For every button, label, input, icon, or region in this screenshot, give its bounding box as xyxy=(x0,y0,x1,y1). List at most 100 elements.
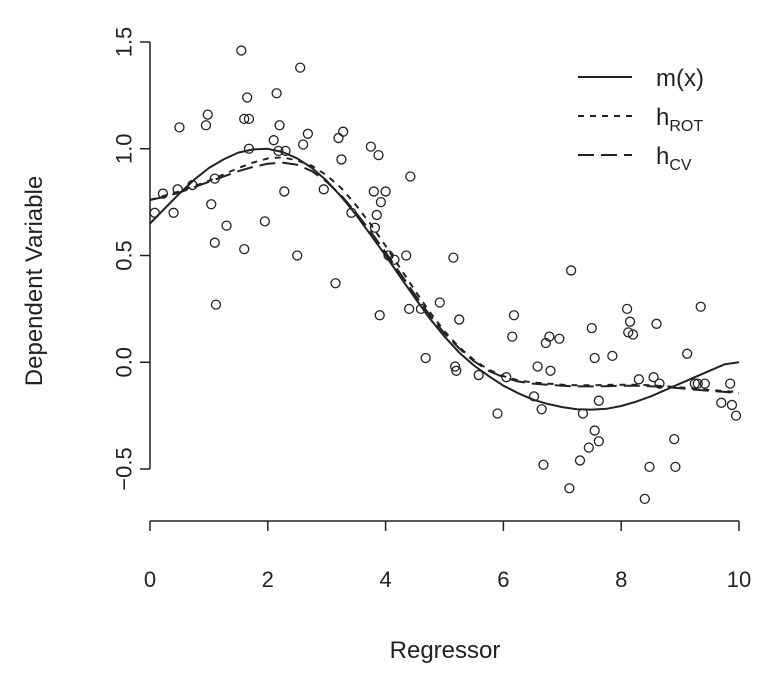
data-point xyxy=(654,378,665,389)
x-axis-title: Regressor xyxy=(390,637,501,664)
y-axis: −0.5 0.0 0.5 1.0 1.5 xyxy=(112,27,151,491)
y-tick-label: −0.5 xyxy=(112,447,137,490)
data-point xyxy=(401,250,412,261)
data-point xyxy=(243,113,255,125)
data-point xyxy=(202,109,213,120)
data-point xyxy=(239,243,250,255)
data-point xyxy=(536,404,547,415)
x-tick-label: 8 xyxy=(615,567,627,592)
data-point xyxy=(268,135,279,146)
data-point xyxy=(699,378,710,389)
data-point xyxy=(242,92,253,103)
data-point xyxy=(259,216,271,227)
data-point xyxy=(695,301,706,312)
data-point xyxy=(583,442,594,453)
data-point xyxy=(405,171,416,182)
data-point xyxy=(593,395,604,406)
legend-label-hrot-main: h xyxy=(656,104,669,131)
data-point xyxy=(274,120,285,131)
data-point xyxy=(545,365,556,376)
data-point xyxy=(279,186,290,197)
data-point xyxy=(404,303,415,315)
data-point xyxy=(507,331,518,342)
data-point xyxy=(200,120,212,131)
data-point xyxy=(420,352,431,364)
data-point xyxy=(538,459,549,470)
data-point xyxy=(239,113,250,125)
data-point xyxy=(589,425,600,436)
legend-label-hcv-main: h xyxy=(656,143,669,170)
data-point xyxy=(639,493,650,505)
curve-hrot xyxy=(149,156,740,394)
data-point xyxy=(236,45,247,56)
x-tick-label: 0 xyxy=(144,567,156,592)
legend-label-hcv-sub: CV xyxy=(669,157,692,174)
data-point xyxy=(589,352,600,364)
data-point xyxy=(627,329,639,340)
data-point xyxy=(374,310,385,321)
y-axis-title: Dependent Variable xyxy=(21,176,48,386)
data-point xyxy=(297,139,309,150)
data-point xyxy=(725,378,736,389)
legend: m(x) hROT hCV xyxy=(578,65,704,174)
data-point xyxy=(338,126,349,137)
data-point xyxy=(375,196,387,208)
legend-label-mx: m(x) xyxy=(656,65,704,92)
data-point xyxy=(368,186,379,197)
data-point xyxy=(623,327,634,338)
data-point xyxy=(371,209,382,221)
data-point xyxy=(648,372,659,383)
data-point xyxy=(302,128,314,139)
data-point xyxy=(670,461,681,473)
data-point xyxy=(448,252,459,263)
data-point xyxy=(451,365,462,376)
data-point xyxy=(271,88,282,99)
data-point xyxy=(473,369,484,381)
data-point xyxy=(373,150,384,161)
data-point xyxy=(574,455,586,466)
data-point xyxy=(336,154,347,165)
legend-label-hcv: hCV xyxy=(656,143,692,174)
data-point xyxy=(318,184,329,195)
data-point xyxy=(365,141,377,152)
y-tick-label: 0.5 xyxy=(112,240,137,271)
data-point xyxy=(726,399,738,411)
data-point xyxy=(651,318,662,329)
x-tick-label: 2 xyxy=(262,567,274,592)
data-point xyxy=(330,278,341,289)
data-point xyxy=(292,250,303,261)
fitted-curves xyxy=(149,147,740,411)
x-tick-label: 10 xyxy=(727,567,751,592)
data-point xyxy=(716,397,727,408)
data-point xyxy=(380,186,391,197)
data-point xyxy=(210,299,222,310)
data-point xyxy=(532,361,543,372)
data-point xyxy=(449,361,461,372)
data-point xyxy=(174,122,185,133)
data-point xyxy=(295,62,306,73)
data-point xyxy=(624,316,636,327)
data-point xyxy=(492,408,503,419)
data-point xyxy=(221,220,232,231)
y-tick-label: 0.0 xyxy=(112,347,137,378)
data-point xyxy=(586,322,597,334)
data-point xyxy=(607,350,618,361)
data-point xyxy=(369,222,381,233)
x-axis: 0 2 4 6 8 10 xyxy=(144,520,751,592)
data-point xyxy=(669,433,680,445)
legend-label-hrot-sub: ROT xyxy=(669,118,703,135)
data-point xyxy=(593,436,604,447)
data-point xyxy=(564,483,575,494)
data-point xyxy=(206,199,217,210)
y-tick-label: 1.0 xyxy=(112,133,137,164)
data-point xyxy=(633,374,645,385)
data-point xyxy=(508,310,520,321)
data-point xyxy=(434,297,445,308)
data-point xyxy=(168,207,179,218)
legend-label-hrot: hROT xyxy=(656,104,703,135)
y-tick-label: 1.5 xyxy=(112,27,137,58)
data-point xyxy=(209,237,220,248)
data-point xyxy=(644,461,655,473)
data-point xyxy=(621,303,633,315)
